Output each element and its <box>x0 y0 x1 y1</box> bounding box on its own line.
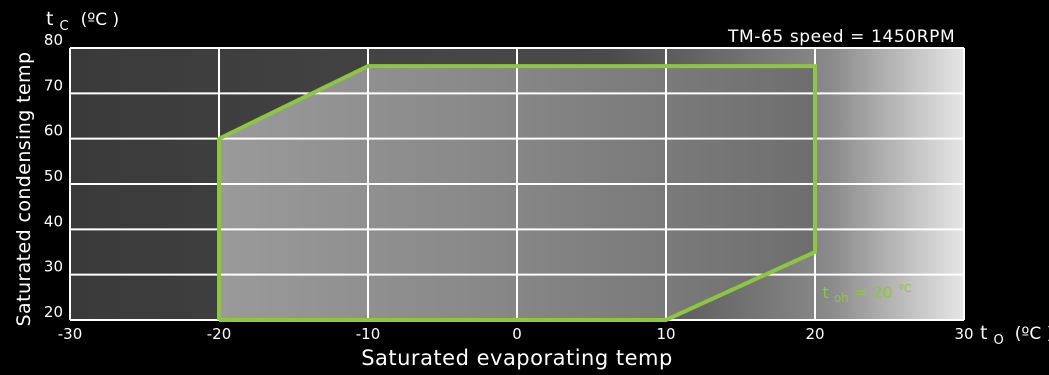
x-tick-label: 20 <box>805 325 824 343</box>
x-tick-label: -20 <box>207 325 232 343</box>
y-axis-subscript: C <box>60 19 69 34</box>
y-axis-symbol: t <box>46 8 53 30</box>
y-tick-label: 20 <box>44 303 63 321</box>
y-tick-label: 50 <box>44 167 63 185</box>
svg-text:t O (ºC ): t O (ºC ) <box>980 322 1049 349</box>
annotation-text: = 20 <box>854 283 893 302</box>
x-tick-label: -30 <box>58 325 83 343</box>
x-tick-label: 0 <box>512 325 522 343</box>
svg-text:t C (ºC ): t C (ºC ) <box>46 8 119 35</box>
y-tick-labels: 20 30 40 50 60 70 80 <box>44 31 63 321</box>
x-axis-symbol: t <box>980 322 987 344</box>
x-tick-label: -10 <box>356 325 381 343</box>
overheat-annotation: t oh = 20 ºC <box>822 282 912 306</box>
y-tick-label: 60 <box>44 122 63 140</box>
y-axis-label: Saturated condensing temp <box>13 52 35 327</box>
x-tick-label: 10 <box>656 325 675 343</box>
y-axis-heading: t C (ºC ) <box>46 8 119 35</box>
annotation-symbol: t <box>822 283 828 302</box>
y-axis-unit: (ºC ) <box>81 10 120 30</box>
y-tick-label: 70 <box>44 76 63 94</box>
x-axis-unit: (ºC ) <box>1015 324 1049 344</box>
x-axis-heading: t O (ºC ) <box>980 322 1049 349</box>
x-axis-subscript: O <box>994 333 1004 348</box>
y-tick-label: 80 <box>44 31 63 49</box>
y-tick-label: 30 <box>44 258 63 276</box>
x-tick-label: 30 <box>954 325 973 343</box>
y-tick-label: 40 <box>44 212 63 230</box>
annotation-subscript: oh <box>834 291 849 305</box>
x-axis-label: Saturated evaporating temp <box>361 346 673 370</box>
envelope-outline <box>217 64 817 322</box>
annotation-unit: ºC <box>899 282 912 295</box>
x-tick-labels: -30 -20 -10 0 10 20 30 <box>58 325 974 343</box>
chart-title: TM-65 speed = 1450RPM <box>727 27 955 47</box>
